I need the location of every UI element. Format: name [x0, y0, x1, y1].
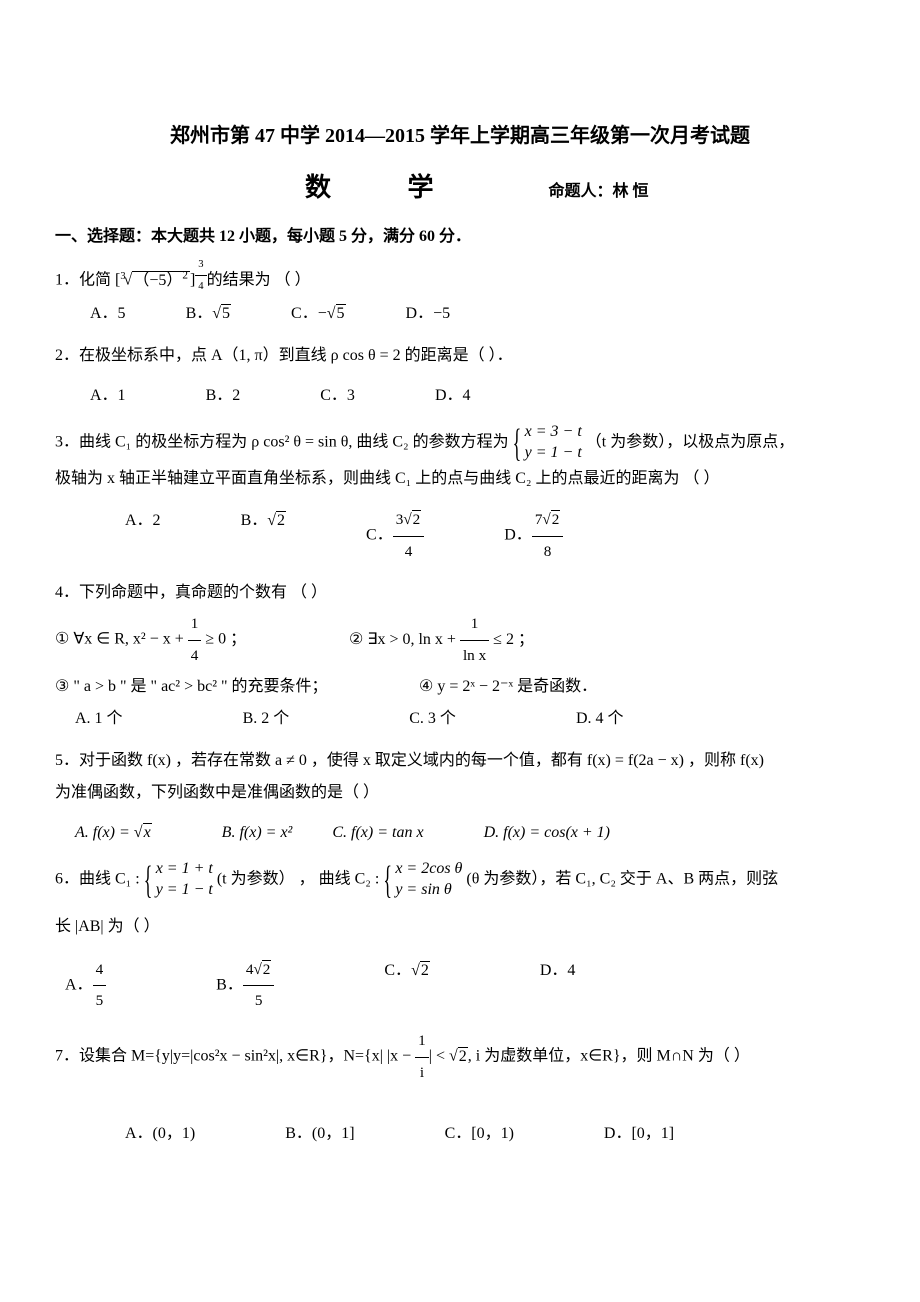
q3-opt-d: D．7√28 [504, 505, 563, 567]
q4-options: A. 1 个 B. 2 个 C. 3 个 D. 4 个 [55, 703, 865, 735]
q6-c2-y: y = sin θ [395, 880, 462, 901]
q2-options: A．1 B．2 C．3 D．4 [55, 380, 865, 412]
q4-item1-pre: ① ∀x ∈ R, x² − x + [55, 631, 188, 648]
q1-opt-b: B．√5 [186, 298, 231, 330]
subtitle-row: 数 学 命题人：林 恒 [55, 167, 865, 209]
q4-opt-d: D. 4 个 [576, 703, 624, 735]
author-label: 命题人：林 恒 [549, 179, 649, 205]
q2-stem: 2．在极坐标系中，点 A（1, π）到直线 ρ cos θ = 2 的距离是（ … [55, 347, 513, 364]
q6-opt-a: A．45 [65, 955, 106, 1017]
subject-label: 数 学 [305, 167, 469, 209]
q6-c1-system: x = 1 + t y = 1 − t [144, 859, 213, 901]
q7-sqrt: 2 [458, 1047, 468, 1065]
q7-stem-p3: , i 为虚数单位，x∈R}，则 M∩N 为（ ） [468, 1048, 750, 1065]
q3-sys-y: y = 1 − t [525, 443, 582, 464]
q2-opt-a: A．1 [90, 380, 126, 412]
q5-options: A. f(x) = √x B. f(x) = x² C. f(x) = tan … [55, 817, 865, 849]
q7-stem-p1: 7．设集合 M={y|y=|cos²x − sin²x|, x∈R}，N={x|… [55, 1048, 415, 1065]
q1-radicand: （−5） [133, 272, 182, 289]
q3-opt-a: A．2 [125, 505, 161, 567]
q5-opt-b: B. f(x) = x² [222, 817, 293, 849]
q4-item2-pre: ② ∃x > 0, ln x + [349, 631, 460, 648]
q3-opt-c: C．3√24 [366, 505, 424, 567]
q6-stem-l2: 长 |AB| 为（ ） [55, 911, 865, 943]
question-2: 2．在极坐标系中，点 A（1, π）到直线 ρ cos θ = 2 的距离是（ … [55, 340, 865, 412]
question-4: 4．下列命题中，真命题的个数有 （ ） ① ∀x ∈ R, x² − x + 1… [55, 577, 865, 735]
q5-opt-c: C. f(x) = tan x [332, 817, 423, 849]
q1-exp-num: 3 [195, 254, 206, 276]
q6-opt-b: B．4√25 [216, 955, 274, 1017]
q6-c2-x: x = 2cos θ [395, 859, 462, 880]
q7-opt-d: D．[0，1] [604, 1118, 674, 1150]
q6-stem-p3: (θ 为参数），若 C₁, C₂ 交于 A、B 两点，则弦 [466, 870, 778, 887]
q6-stem-p2: (t 为参数） ， 曲线 C₂ : [217, 870, 383, 887]
question-6: 6．曲线 C₁ : x = 1 + t y = 1 − t (t 为参数） ， … [55, 859, 865, 1016]
q5-stem-l2: 为准偶函数，下列函数中是准偶函数的是（ ） [55, 777, 865, 809]
q3-opt-b: B．√2 [241, 505, 286, 567]
q4-opt-a: A. 1 个 [75, 703, 123, 735]
exam-title: 郑州市第 47 中学 2014—2015 学年上学期高三年级第一次月考试题 [55, 120, 865, 152]
q7-options: A．(0，1) B．(0，1] C．[0，1) D．[0，1] [55, 1118, 865, 1150]
q1-opt-d: D．−5 [406, 298, 451, 330]
q4-item3: ③ " a > b " 是 " ac² > bc² " 的充要条件； [55, 671, 415, 703]
q4-item1-post: ≥ 0 ； [201, 631, 246, 648]
q3-sys-x: x = 3 − t [525, 422, 582, 443]
q1-opt-c: C．−√5 [291, 298, 345, 330]
q1-options: A．5 B．√5 C．−√5 D．−5 [55, 298, 865, 330]
q4-items-row1: ① ∀x ∈ R, x² − x + 14 ≥ 0 ； ② ∃x > 0, ln… [55, 609, 865, 671]
q6-c1-x: x = 1 + t [156, 859, 213, 880]
q6-c1-y: y = 1 − t [156, 880, 213, 901]
q2-opt-b: B．2 [206, 380, 241, 412]
q6-stem-p1: 6．曲线 C₁ : [55, 870, 144, 887]
q3-stem-p2: （t 为参数），以极点为原点， [586, 433, 794, 450]
q1-exp-den: 4 [195, 276, 206, 297]
q4-item2-post: ≤ 2 ； [489, 631, 534, 648]
q2-opt-c: C．3 [320, 380, 355, 412]
q3-stem-p1: 3．曲线 C₁ 的极坐标方程为 ρ cos² θ = sin θ, 曲线 C₂ … [55, 433, 513, 450]
q4-items-row2: ③ " a > b " 是 " ac² > bc² " 的充要条件； ④ y =… [55, 671, 865, 703]
q1-opt-a: A．5 [90, 298, 126, 330]
question-5: 5．对于函数 f(x) ，若存在常数 a ≠ 0 ，使得 x 取定义域内的每一个… [55, 745, 865, 849]
q5-opt-d: D. f(x) = cos(x + 1) [484, 817, 610, 849]
q7-opt-b: B．(0，1] [285, 1118, 354, 1150]
q4-item4: ④ y = 2ˣ − 2⁻ˣ 是奇函数． [419, 678, 597, 695]
q5-stem-l1: 5．对于函数 f(x) ，若存在常数 a ≠ 0 ，使得 x 取定义域内的每一个… [55, 745, 865, 777]
q4-opt-c: C. 3 个 [409, 703, 456, 735]
q1-stem-suffix: 的结果为 （ ） [207, 272, 311, 289]
q1-root-index: 3 [120, 271, 125, 282]
q4-opt-b: B. 2 个 [243, 703, 290, 735]
q7-opt-a: A．(0，1) [125, 1118, 195, 1150]
q1-radicand-exp: 2 [182, 270, 188, 282]
q2-opt-d: D．4 [435, 380, 471, 412]
q5-opt-a: A. f(x) = √x [75, 817, 152, 849]
q6-c2-system: x = 2cos θ y = sin θ [383, 859, 462, 901]
q1-stem-prefix: 1．化简 [ [55, 272, 120, 289]
q3-options: A．2 B．√2 C．3√24 D．7√28 [55, 505, 865, 567]
question-3: 3．曲线 C₁ 的极坐标方程为 ρ cos² θ = sin θ, 曲线 C₂ … [55, 422, 865, 567]
q7-stem-p2: | < [429, 1048, 449, 1065]
question-1: 1．化简 [3√（−5）2]34的结果为 （ ） A．5 B．√5 C．−√5 … [55, 254, 865, 330]
question-7: 7．设集合 M={y|y=|cos²x − sin²x|, x∈R}，N={x|… [55, 1026, 865, 1150]
q6-opt-d: D．4 [540, 955, 576, 1017]
q3-system: x = 3 − t y = 1 − t [513, 422, 582, 464]
q7-opt-c: C．[0，1) [445, 1118, 514, 1150]
q6-opt-c: C．√2 [384, 955, 429, 1017]
q3-stem-line2: 极轴为 x 轴正半轴建立平面直角坐标系，则曲线 C₁ 上的点与曲线 C₂ 上的点… [55, 463, 865, 495]
section-heading: 一、选择题：本大题共 12 小题，每小题 5 分，满分 60 分． [55, 224, 865, 250]
q6-options: A．45 B．4√25 C．√2 D．4 [55, 955, 865, 1017]
q4-stem: 4．下列命题中，真命题的个数有 （ ） [55, 577, 865, 609]
